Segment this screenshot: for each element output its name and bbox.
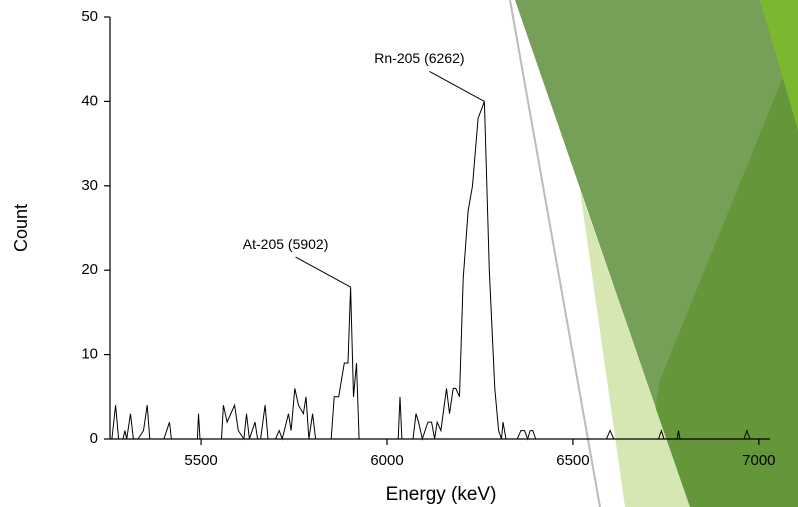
annotation-label: At-205 (5902) <box>243 236 329 252</box>
y-tick-label: 40 <box>81 92 98 109</box>
decor-shape <box>760 0 798 130</box>
x-tick-label: 6500 <box>556 452 589 469</box>
decor-shape <box>580 190 690 507</box>
x-axis-label: Energy (keV) <box>386 484 497 505</box>
decor-shape <box>640 40 798 507</box>
y-tick-label: 20 <box>81 261 98 278</box>
x-tick-label: 5500 <box>184 452 217 469</box>
y-axis-label: Count <box>11 204 31 252</box>
annotation-leader <box>295 256 351 288</box>
y-tick-label: 10 <box>81 346 98 363</box>
decor-line <box>509 0 601 507</box>
y-tick-label: 50 <box>81 8 98 25</box>
annotation-label: Rn-205 (6262) <box>374 50 464 66</box>
annotation-leader <box>429 70 485 102</box>
y-tick-label: 30 <box>81 177 98 194</box>
spectrum-line <box>111 101 759 441</box>
x-tick-label: 7000 <box>742 452 775 469</box>
x-tick-label: 6000 <box>370 452 403 469</box>
y-tick-label: 0 <box>90 430 98 447</box>
